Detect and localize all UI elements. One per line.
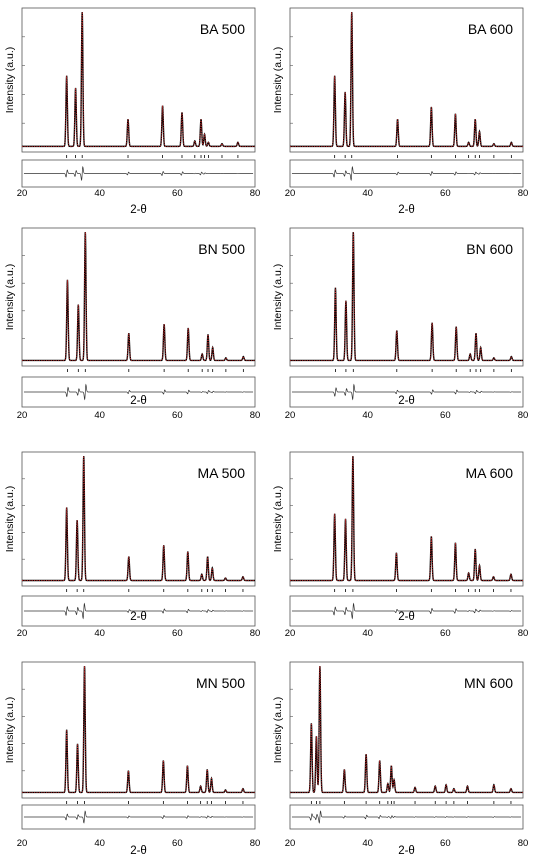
x-tick-label: 80 bbox=[518, 410, 529, 421]
y-axis-label: Intensity (a.u.) bbox=[272, 47, 284, 114]
xrd-panel-1: BA 600 Intensity (a.u.) 20 40 60 80 2-θ bbox=[272, 7, 529, 216]
calculated-pattern bbox=[22, 11, 255, 147]
x-tick-label: 40 bbox=[362, 188, 373, 199]
x-axis-label: 2-θ bbox=[130, 204, 147, 216]
x-tick-label: 20 bbox=[17, 410, 28, 421]
xrd-panel-2: BN 500 Intensity (a.u.) 20 40 60 80 2-θ bbox=[4, 227, 261, 421]
residual-frame bbox=[289, 595, 524, 627]
y-axis-label: Intensity (a.u.) bbox=[4, 486, 16, 553]
x-tick-label: 40 bbox=[362, 838, 373, 849]
x-tick-label: 20 bbox=[285, 628, 296, 639]
x-tick-label: 20 bbox=[17, 838, 28, 849]
y-axis-label: Intensity (a.u.) bbox=[272, 697, 284, 764]
plot-frame bbox=[289, 7, 524, 153]
difference-curve bbox=[291, 810, 522, 824]
calculated-pattern bbox=[22, 455, 255, 581]
x-axis-label: 2-θ bbox=[130, 395, 147, 407]
residual-frame bbox=[289, 804, 524, 830]
plot-frame bbox=[21, 227, 256, 367]
x-tick-label: 60 bbox=[440, 838, 451, 849]
plot-frame bbox=[289, 661, 524, 799]
x-tick-label: 80 bbox=[250, 410, 261, 421]
x-tick-label: 20 bbox=[285, 188, 296, 199]
panel-title: MN 500 bbox=[196, 675, 245, 691]
x-tick-label: 80 bbox=[250, 188, 261, 199]
x-tick-label: 40 bbox=[94, 628, 105, 639]
plot-frame bbox=[289, 227, 524, 367]
difference-curve bbox=[23, 602, 254, 620]
x-axis-label: 2-θ bbox=[130, 611, 147, 623]
calculated-pattern bbox=[290, 11, 523, 147]
x-tick-label: 20 bbox=[285, 410, 296, 421]
x-tick-label: 20 bbox=[17, 628, 28, 639]
x-tick-label: 60 bbox=[172, 188, 183, 199]
x-axis-label: 2-θ bbox=[398, 204, 415, 216]
x-tick-label: 80 bbox=[250, 628, 261, 639]
y-axis-label: Intensity (a.u.) bbox=[272, 486, 284, 553]
panel-title: MN 600 bbox=[464, 675, 513, 691]
x-tick-label: 20 bbox=[17, 188, 28, 199]
x-tick-label: 40 bbox=[362, 410, 373, 421]
difference-curve bbox=[291, 383, 522, 401]
panel-title: BA 600 bbox=[468, 21, 513, 37]
calculated-pattern bbox=[290, 231, 523, 361]
y-axis-label: Intensity (a.u.) bbox=[4, 697, 16, 764]
x-axis-label: 2-θ bbox=[398, 611, 415, 623]
residual-frame bbox=[21, 804, 256, 830]
residual-frame bbox=[289, 159, 524, 188]
x-tick-label: 80 bbox=[250, 838, 261, 849]
plot-frame bbox=[21, 661, 256, 799]
calculated-pattern bbox=[22, 231, 255, 361]
difference-curve bbox=[291, 602, 522, 620]
difference-curve bbox=[23, 383, 254, 401]
xrd-panel-4: MA 500 Intensity (a.u.) 20 40 60 80 2-θ bbox=[4, 451, 261, 639]
x-tick-label: 40 bbox=[94, 838, 105, 849]
panel-title: BA 500 bbox=[200, 21, 245, 37]
x-tick-label: 80 bbox=[518, 188, 529, 199]
x-tick-label: 40 bbox=[362, 628, 373, 639]
panel-title: BN 500 bbox=[198, 241, 245, 257]
y-axis-label: Intensity (a.u.) bbox=[4, 47, 16, 114]
residual-frame bbox=[21, 159, 256, 188]
plot-frame bbox=[21, 7, 256, 153]
calculated-pattern bbox=[290, 665, 523, 793]
xrd-panel-7: MN 600 Intensity (a.u.) 20 40 60 80 2-θ bbox=[272, 661, 529, 857]
plot-frame bbox=[21, 451, 256, 587]
x-tick-label: 80 bbox=[518, 838, 529, 849]
difference-curve bbox=[291, 165, 522, 182]
x-axis-label: 2-θ bbox=[398, 395, 415, 407]
x-tick-label: 20 bbox=[285, 838, 296, 849]
panel-title: MA 500 bbox=[198, 465, 246, 481]
x-tick-label: 80 bbox=[518, 628, 529, 639]
xrd-panel-6: MN 500 Intensity (a.u.) 20 40 60 80 2-θ bbox=[4, 661, 261, 857]
y-axis-label: Intensity (a.u.) bbox=[4, 264, 16, 331]
calculated-pattern bbox=[290, 455, 523, 581]
x-tick-label: 40 bbox=[94, 410, 105, 421]
difference-curve bbox=[23, 165, 254, 182]
xrd-panel-0: BA 500 Intensity (a.u.) 20 40 60 80 2-θ bbox=[4, 7, 261, 216]
x-tick-label: 60 bbox=[440, 188, 451, 199]
xrd-panel-5: MA 600 Intensity (a.u.) 20 40 60 80 2-θ bbox=[272, 451, 529, 639]
x-tick-label: 60 bbox=[440, 628, 451, 639]
x-tick-label: 60 bbox=[440, 410, 451, 421]
residual-frame bbox=[289, 376, 524, 408]
difference-curve bbox=[23, 810, 254, 824]
x-tick-label: 60 bbox=[172, 838, 183, 849]
residual-frame bbox=[21, 376, 256, 408]
x-tick-label: 60 bbox=[172, 628, 183, 639]
plot-frame bbox=[289, 451, 524, 587]
panel-title: MA 600 bbox=[466, 465, 514, 481]
residual-frame bbox=[21, 595, 256, 627]
panel-title: BN 600 bbox=[466, 241, 513, 257]
calculated-pattern bbox=[22, 665, 255, 793]
x-axis-label: 2-θ bbox=[130, 845, 147, 857]
xrd-panel-3: BN 600 Intensity (a.u.) 20 40 60 80 2-θ bbox=[272, 227, 529, 421]
x-tick-label: 40 bbox=[94, 188, 105, 199]
y-axis-label: Intensity (a.u.) bbox=[272, 264, 284, 331]
x-tick-label: 60 bbox=[172, 410, 183, 421]
x-axis-label: 2-θ bbox=[398, 845, 415, 857]
